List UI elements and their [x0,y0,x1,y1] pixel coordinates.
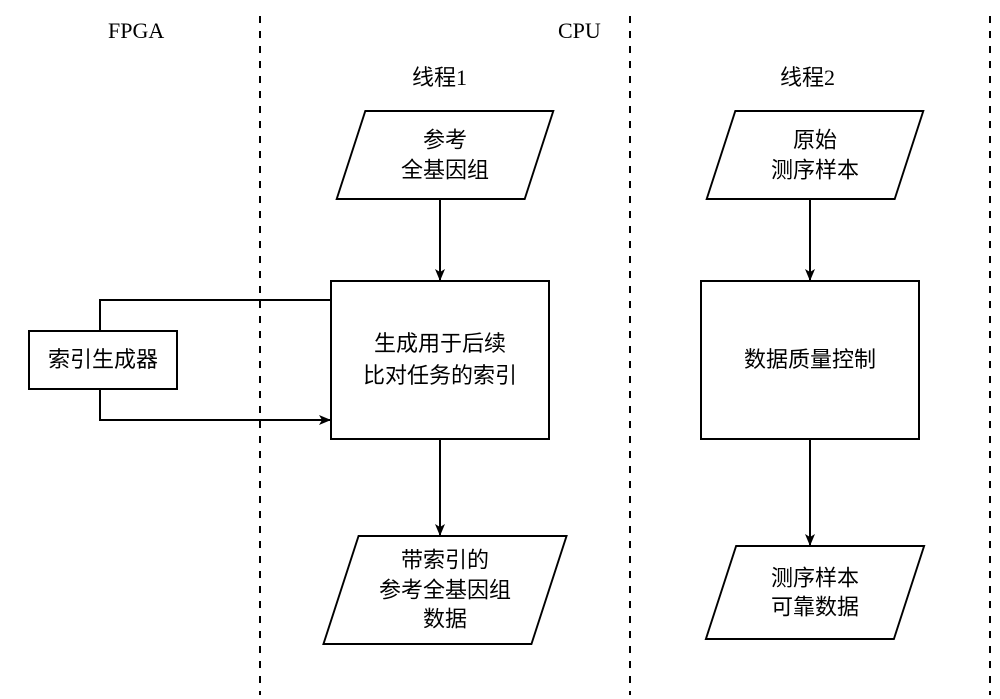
gen-index-line1: 生成用于后续 [374,331,506,356]
raw-sample-line2: 测序样本 [771,157,859,182]
thread2-label: 线程2 [780,60,835,92]
quality-ctrl-text: 数据质量控制 [744,344,876,376]
gen-index-line2: 比对任务的索引 [363,363,517,388]
connector-to-indexgen [100,300,330,330]
node-gen-index-task: 生成用于后续 比对任务的索引 [330,280,550,440]
arrow-indexgen-return [100,390,330,420]
node-index-generator: 索引生成器 [28,330,178,390]
reliable-data-line2: 可靠数据 [771,595,859,620]
index-generator-text: 索引生成器 [48,344,158,376]
indexed-genome-line2: 参考全基因组 [379,577,511,602]
fpga-label: FPGA [108,18,164,44]
node-reliable-data: 测序样本 可靠数据 [720,545,910,640]
node-ref-genome: 参考 全基因组 [350,110,540,200]
indexed-genome-line1: 带索引的 [401,547,489,572]
node-raw-sample: 原始 测序样本 [720,110,910,200]
diagram-canvas: FPGA CPU 线程1 线程2 参考 全基因组 原始 测序样本 索引生成器 生… [0,0,1000,699]
cpu-label: CPU [558,18,601,44]
node-indexed-genome: 带索引的 参考全基因组 数据 [340,535,550,645]
ref-genome-line1: 参考 [423,127,467,152]
thread1-label: 线程1 [412,60,467,92]
indexed-genome-line3: 数据 [423,607,467,632]
reliable-data-line1: 测序样本 [771,565,859,590]
node-quality-control: 数据质量控制 [700,280,920,440]
raw-sample-line1: 原始 [793,127,837,152]
ref-genome-line2: 全基因组 [401,157,489,182]
